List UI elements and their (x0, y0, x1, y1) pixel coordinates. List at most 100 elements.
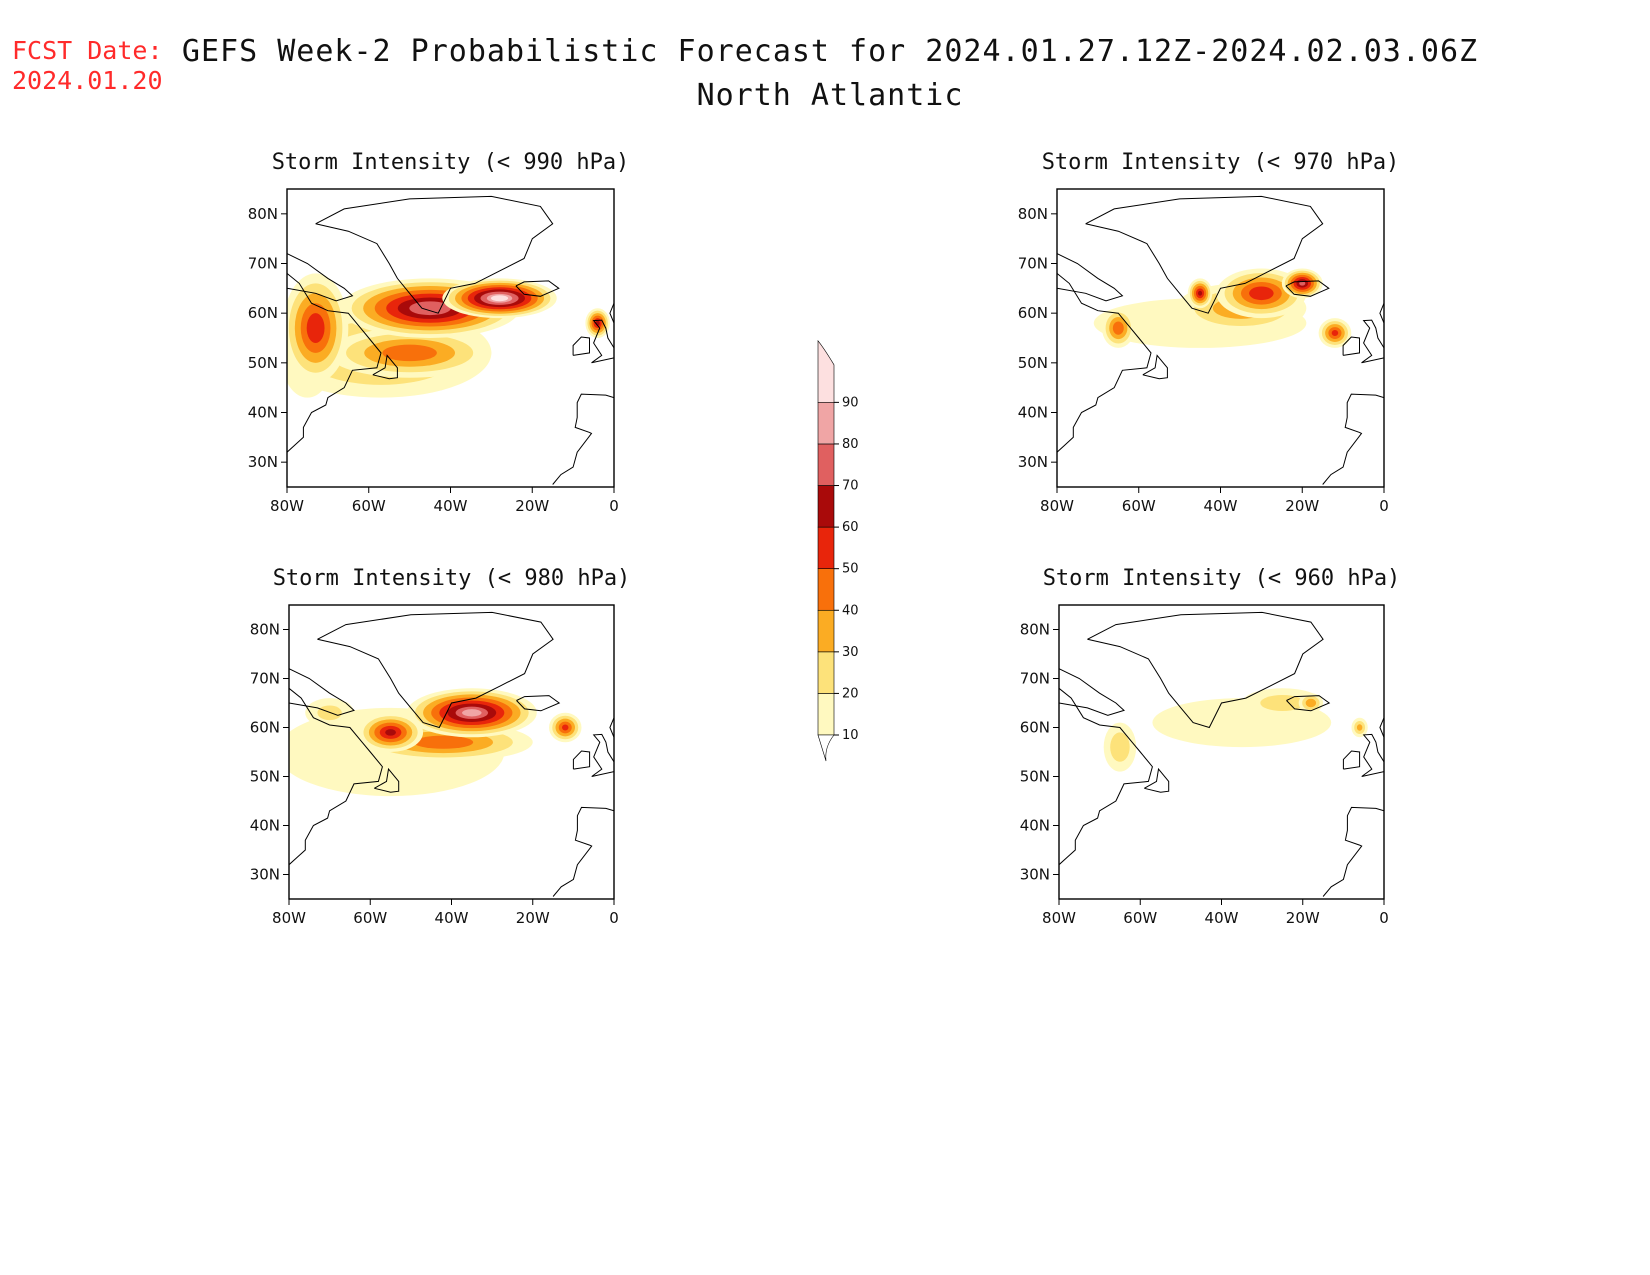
page-title-region: North Atlantic (696, 78, 964, 113)
lat-tick-label: 30N (250, 866, 280, 884)
coastline-segment (1286, 695, 1331, 712)
lon-tick-label: 60W (1122, 497, 1156, 515)
colorbar-tick-label: 80 (842, 437, 859, 452)
coastline (1057, 195, 1384, 485)
lon-tick-label: 80W (1040, 497, 1074, 515)
colorbar-tick-label: 90 (842, 395, 859, 410)
colorbar-segment (817, 402, 835, 445)
coastline-segment (1144, 767, 1170, 793)
lat-tick-label: 30N (1018, 453, 1048, 471)
map-panel-960: Storm Intensity (< 960 hPa) 80W 60W 40W 20W 0… (1020, 566, 1401, 927)
coastline (1059, 611, 1384, 897)
lat-tick-label: 40N (1018, 404, 1048, 422)
colorbar-segment (817, 609, 835, 653)
probability-contour-50 (1249, 286, 1274, 301)
forecast-date-value: 2024.01.20 (12, 66, 163, 95)
coastline-segment (289, 668, 355, 716)
coastline-segment (374, 767, 400, 793)
lat-tick-label: 30N (248, 453, 278, 471)
probability-contour-40 (1112, 321, 1124, 335)
lat-tick-label: 40N (248, 404, 278, 422)
colorbar-segment (817, 339, 835, 403)
lon-tick-label: 60W (1123, 909, 1157, 927)
probability-field (287, 273, 610, 398)
lon-tick-label: 20W (1286, 909, 1320, 927)
lon-tick-label: 20W (515, 497, 549, 515)
lat-tick-label: 40N (1020, 817, 1050, 835)
coastline-segment (516, 695, 561, 712)
lon-tick-label: 80W (1042, 909, 1076, 927)
map-panels: Storm Intensity (< 990 hPa) 80W 60W 40W 20W 0… (248, 150, 1401, 927)
forecast-date: FCST Date: 2024.01.20 (12, 36, 163, 96)
probability-field (289, 688, 582, 797)
lat-tick-label: 60N (250, 719, 280, 737)
lat-tick-label: 60N (1020, 719, 1050, 737)
lat-tick-label: 50N (250, 768, 280, 786)
probability-colorbar: 10 20 30 40 50 60 70 80 90 (817, 339, 859, 762)
colorbar-tick-label: 10 (842, 728, 859, 743)
probability-contour-90 (490, 295, 509, 302)
lat-tick-label: 70N (248, 255, 278, 273)
coastline-segment (609, 717, 614, 738)
lat-tick-label: 50N (1018, 354, 1048, 372)
colorbar-tick-label: 20 (842, 686, 859, 701)
probability-contour-20 (1260, 694, 1305, 712)
coastline-segment (1361, 319, 1384, 364)
lat-tick-label: 60N (1018, 304, 1048, 322)
lat-tick-label: 50N (248, 354, 278, 372)
panel-title: Storm Intensity (< 990 hPa) (272, 150, 630, 175)
coastline-segment (372, 354, 398, 380)
map-panel-980: Storm Intensity (< 980 hPa) 80W 60W 40W 20W 0… (250, 566, 631, 927)
probability-contour-50 (562, 724, 569, 731)
coastline-segment (591, 319, 614, 364)
lon-tick-label: 60W (352, 497, 386, 515)
probability-contour-30 (1356, 724, 1363, 731)
probability-contour-60 (1198, 290, 1203, 296)
colorbar-tick-label: 30 (842, 645, 859, 660)
lat-tick-label: 70N (1018, 255, 1048, 273)
lon-tick-label: 40W (434, 497, 468, 515)
coastline-segment (552, 806, 614, 897)
coastline-segment (1322, 806, 1384, 897)
lat-tick-label: 80N (248, 205, 278, 223)
coastline (289, 611, 614, 897)
colorbar-tick-label: 60 (842, 520, 859, 535)
probability-field (1093, 268, 1352, 348)
probability-contour-60 (385, 729, 396, 736)
probability-contour-80 (462, 709, 482, 717)
lon-tick-label: 0 (609, 909, 619, 927)
probability-contour-50 (306, 313, 325, 343)
probability-contour-70 (1299, 281, 1306, 286)
colorbar-segment (817, 651, 835, 694)
coastline-segment (1342, 750, 1361, 770)
page-title-main: GEFS Week-2 Probabilistic Forecast for 2… (181, 34, 1479, 69)
lon-tick-label: 40W (1204, 497, 1238, 515)
coastline-segment (1059, 687, 1153, 866)
coastline-segment (1322, 393, 1384, 485)
page-title: GEFS Week-2 Probabilistic Forecast for 2… (180, 30, 1480, 118)
panel-title: Storm Intensity (< 980 hPa) (273, 566, 631, 591)
colorbar-segment (817, 693, 835, 736)
probability-field (1103, 688, 1368, 772)
probability-contour-20 (1110, 732, 1130, 762)
lon-tick-label: 80W (270, 497, 304, 515)
coastline (287, 195, 614, 485)
lon-tick-label: 40W (435, 909, 469, 927)
coastline-segment (1142, 354, 1168, 380)
lon-tick-label: 60W (353, 909, 387, 927)
panel-title: Storm Intensity (< 970 hPa) (1042, 150, 1400, 175)
lon-tick-label: 40W (1205, 909, 1239, 927)
coastline-segment (1342, 336, 1360, 356)
coastline-segment (591, 733, 614, 777)
lon-tick-label: 20W (516, 909, 550, 927)
coastline-segment (1057, 253, 1124, 302)
map-panel-990: Storm Intensity (< 990 hPa) 80W 60W 40W 20W 0… (248, 150, 630, 515)
coastline-segment (287, 273, 382, 453)
lat-tick-label: 80N (1018, 205, 1048, 223)
coastline-segment (1285, 280, 1330, 297)
colorbar-segment (817, 526, 835, 569)
lat-tick-label: 50N (1020, 768, 1050, 786)
probability-contour-40 (382, 344, 437, 362)
lon-tick-label: 0 (609, 497, 619, 515)
